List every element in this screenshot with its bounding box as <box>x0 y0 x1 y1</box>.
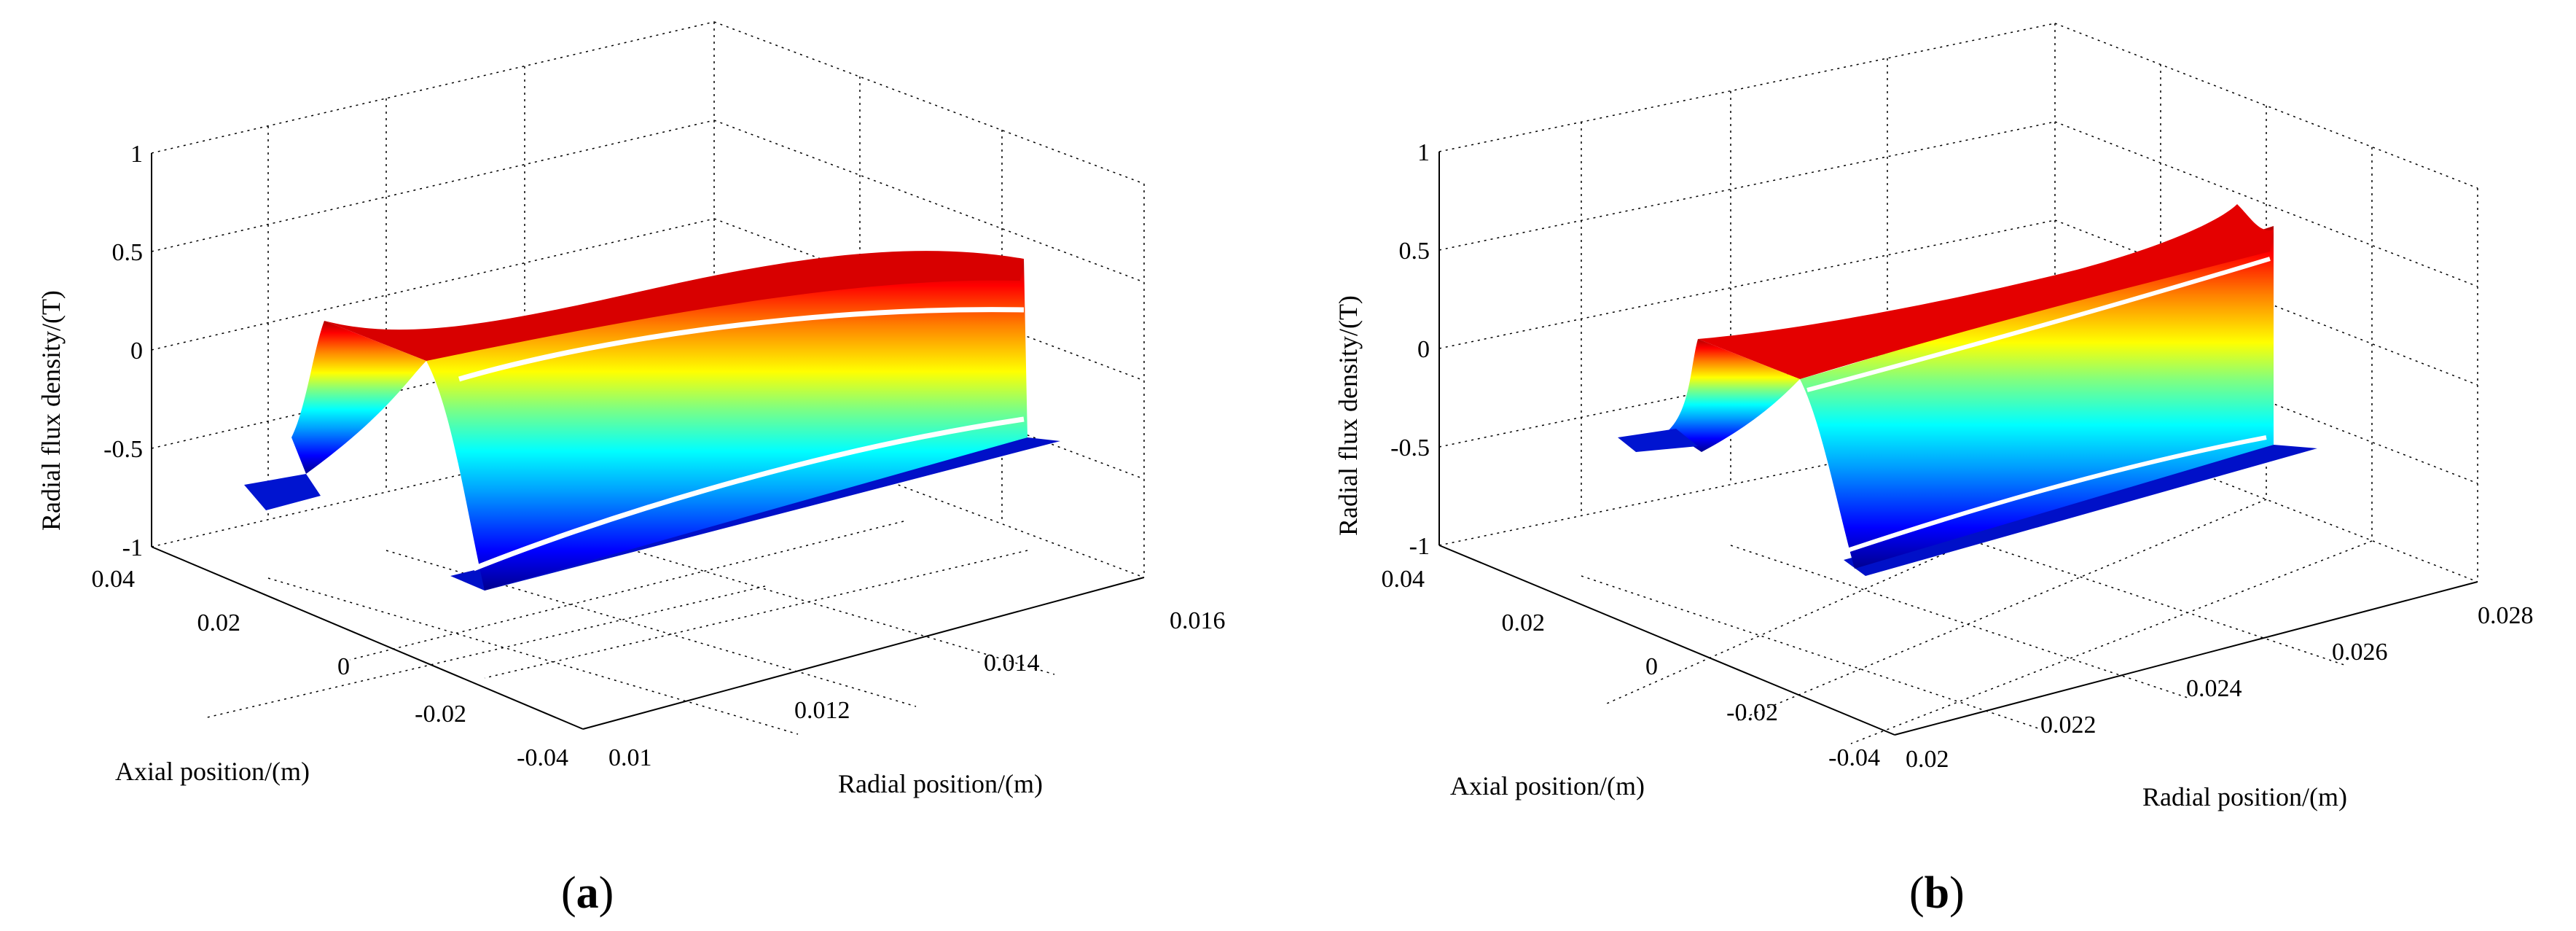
panel-a-top-ridge <box>324 251 1024 361</box>
panel-a-ytick-3: -0.02 <box>415 701 466 728</box>
panel-b-ytick-4: -0.04 <box>1828 744 1880 771</box>
panel-a-xlabel: Radial position/(m) <box>838 769 1043 798</box>
panel-a-ylabel: Axial position/(m) <box>115 757 310 786</box>
panel-a: 1 0.5 0 -0.5 -1 0.04 0.02 0 -0.02 -0.04 … <box>36 21 1226 918</box>
panel-a-ztick-3: -0.5 <box>103 436 143 463</box>
panel-b-top-ridge <box>1698 204 2274 379</box>
panel-b-y-ticks: 0.04 0.02 0 -0.02 -0.04 <box>1382 566 1881 771</box>
panel-a-main-face <box>426 259 1027 591</box>
panel-b-left-plateau <box>1618 429 1698 452</box>
panel-b-zlabel: Radial flux density/(T) <box>1334 295 1363 536</box>
panel-b-caption: (b) <box>1909 868 1965 918</box>
panel-b-ztick-4: -1 <box>1409 533 1430 560</box>
panel-a-zlabel: Radial flux density/(T) <box>36 290 66 531</box>
panel-b-ylabel: Axial position/(m) <box>1450 771 1645 800</box>
panel-b-ztick-0: 1 <box>1417 139 1430 166</box>
panel-a-ztick-4: -1 <box>122 534 143 561</box>
panel-a-left-step <box>291 321 426 474</box>
panel-b-axes <box>1438 152 2478 736</box>
panel-a-ytick-0: 0.04 <box>92 566 136 593</box>
panel-a-z-ticks: 1 0.5 0 -0.5 -1 <box>103 141 143 561</box>
panel-b-left-step <box>1669 339 1800 452</box>
panel-b-ztick-1: 0.5 <box>1399 238 1430 265</box>
panel-a-ytick-4: -0.04 <box>517 744 568 771</box>
panel-b-xlabel: Radial position/(m) <box>2142 782 2347 811</box>
panel-b-ytick-0: 0.04 <box>1382 566 1425 593</box>
panel-a-ztick-0: 1 <box>130 141 143 168</box>
panel-b-surface <box>1618 204 2317 576</box>
panel-a-xtick-1: 0.012 <box>794 697 850 724</box>
panel-b-x-ticks: 0.02 0.022 0.024 0.026 0.028 <box>1906 602 2534 773</box>
panel-a-axes <box>151 153 1145 730</box>
panel-b-ytick-2: 0 <box>1645 653 1658 680</box>
panel-a-ztick-2: 0 <box>130 338 143 365</box>
panel-a-surface <box>244 251 1060 591</box>
panel-b-main-face <box>1800 226 2274 569</box>
panel-b-xtick-1: 0.022 <box>2040 712 2097 739</box>
panel-b-xtick-4: 0.028 <box>2478 602 2534 629</box>
panel-a-left-plateau <box>244 474 321 510</box>
panel-a-caption-letter: a <box>576 868 599 918</box>
panel-b-low-plateau <box>1844 445 2317 576</box>
panel-a-ytick-1: 0.02 <box>197 609 241 636</box>
panel-b-ytick-1: 0.02 <box>1502 609 1546 636</box>
panel-a-ztick-1: 0.5 <box>112 239 144 266</box>
panel-a-x-ticks: 0.01 0.012 0.014 0.016 <box>608 607 1226 771</box>
panel-b-xtick-3: 0.026 <box>2332 639 2388 666</box>
panel-a-caption: (a) <box>561 868 614 918</box>
panel-a-xtick-0: 0.01 <box>608 744 652 771</box>
panel-a-xtick-3: 0.016 <box>1170 607 1226 634</box>
panel-b-xtick-2: 0.024 <box>2186 675 2242 702</box>
panel-b-ztick-2: 0 <box>1417 336 1430 363</box>
panel-a-xtick-2: 0.014 <box>984 650 1040 677</box>
panel-a-y-ticks: 0.04 0.02 0 -0.02 -0.04 <box>92 566 569 771</box>
panel-b: 1 0.5 0 -0.5 -1 0.04 0.02 0 -0.02 -0.04 … <box>1334 23 2534 918</box>
panel-b-z-ticks: 1 0.5 0 -0.5 -1 <box>1390 139 1430 560</box>
panel-b-caption-letter: b <box>1925 868 1949 918</box>
panel-b-ztick-3: -0.5 <box>1390 435 1430 461</box>
panel-b-xtick-0: 0.02 <box>1906 746 1949 773</box>
panel-a-ytick-2: 0 <box>337 653 350 680</box>
panel-b-ytick-3: -0.02 <box>1726 699 1778 726</box>
